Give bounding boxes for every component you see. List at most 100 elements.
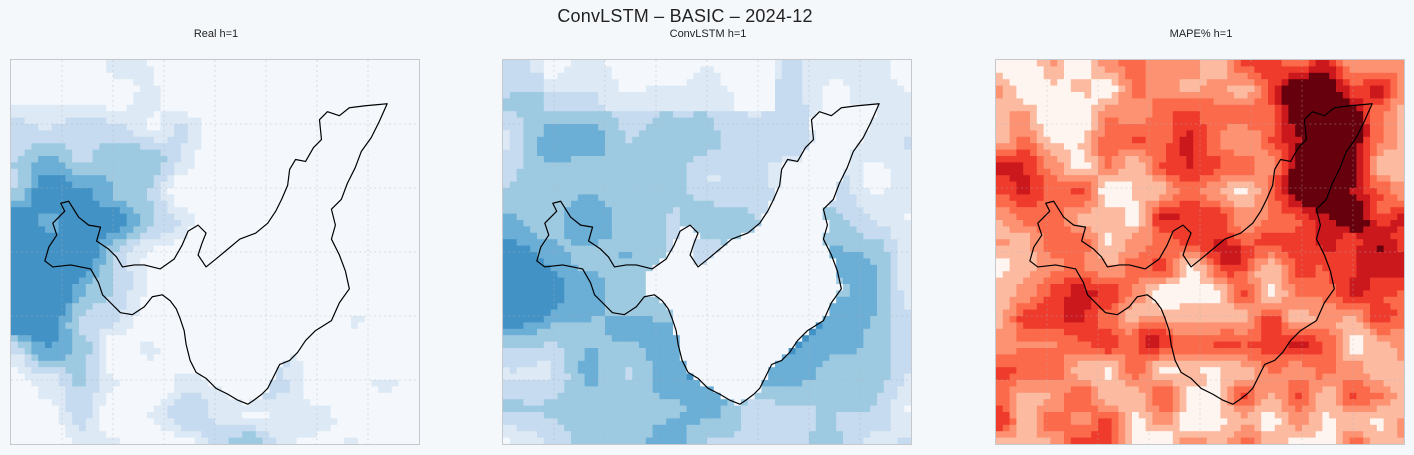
heatmap-cell	[99, 303, 107, 311]
heatmap-cell	[174, 431, 182, 439]
heatmap-cell	[113, 130, 121, 138]
heatmap-cell	[160, 341, 168, 349]
heatmap-cell	[330, 111, 338, 119]
heatmap-cell	[119, 348, 128, 355]
heatmap-cell	[242, 200, 250, 208]
heatmap-cell	[140, 258, 148, 266]
heatmap-cell	[897, 194, 905, 202]
heatmap-cell	[194, 380, 202, 387]
heatmap-cell	[351, 405, 359, 413]
heatmap-cell	[639, 200, 647, 208]
heatmap-cell	[672, 60, 681, 67]
heatmap-cell	[208, 149, 216, 157]
heatmap-cell	[645, 194, 654, 202]
heatmap-cell	[106, 85, 114, 93]
heatmap-cell	[282, 85, 291, 93]
heatmap-cell	[17, 322, 26, 330]
heatmap-cell	[883, 194, 892, 202]
heatmap-cell	[679, 130, 688, 138]
heatmap-cell	[843, 66, 851, 74]
heatmap-cell	[201, 399, 209, 407]
heatmap-cell	[543, 79, 552, 87]
heatmap-cell	[672, 117, 681, 125]
heatmap-cell	[357, 264, 366, 272]
heatmap-cell	[897, 175, 905, 183]
heatmap-cell	[713, 85, 722, 93]
heatmap-cell	[364, 188, 372, 195]
heatmap-cell	[255, 418, 264, 426]
heatmap-cell	[38, 348, 46, 355]
heatmap-cell	[85, 181, 94, 189]
heatmap-cell	[398, 79, 406, 87]
heatmap-cell	[870, 117, 878, 125]
heatmap-cell	[720, 194, 728, 202]
heatmap-cell	[337, 239, 345, 247]
heatmap-cell	[904, 104, 911, 112]
heatmap-cell	[38, 98, 46, 106]
heatmap-cell	[693, 181, 701, 189]
heatmap-cell	[228, 239, 236, 247]
heatmap-cell	[255, 437, 264, 444]
heatmap-cell	[809, 156, 817, 163]
heatmap-cell	[289, 79, 298, 87]
heatmap-cell	[577, 85, 586, 93]
heatmap-cell	[174, 207, 182, 215]
heatmap-cell	[398, 271, 406, 279]
heatmap-cell	[713, 98, 722, 106]
heatmap-cell	[774, 130, 783, 138]
heatmap-cell	[303, 431, 311, 439]
heatmap-cell	[221, 72, 230, 80]
heatmap-cell	[78, 123, 87, 131]
heatmap-cell	[72, 232, 80, 240]
heatmap-cell	[201, 162, 209, 170]
heatmap-cell	[591, 136, 599, 144]
heatmap-cell	[503, 66, 511, 74]
heatmap-cell	[323, 72, 332, 80]
heatmap-cell	[242, 239, 250, 247]
heatmap-cell	[106, 226, 114, 234]
heatmap-cell	[58, 252, 66, 259]
heatmap-cell	[686, 60, 694, 67]
heatmap-cell	[262, 188, 270, 195]
heatmap-cell	[357, 85, 366, 93]
heatmap-cell	[357, 405, 366, 413]
heatmap-cell	[412, 245, 419, 253]
heatmap-cell	[113, 72, 121, 80]
heatmap-cell	[897, 66, 905, 74]
heatmap-cell	[652, 181, 660, 189]
heatmap-cell	[113, 411, 121, 419]
heatmap-cell	[815, 60, 824, 67]
heatmap-cell	[384, 245, 393, 253]
heatmap-cell	[194, 149, 202, 157]
heatmap-cell	[720, 92, 728, 99]
heatmap-cell	[516, 60, 524, 67]
heatmap-cell	[58, 284, 66, 291]
heatmap-cell	[727, 162, 735, 170]
heatmap-cell	[391, 188, 400, 195]
heatmap-cell	[754, 168, 762, 176]
heatmap-cell	[605, 162, 613, 170]
heatmap-cell	[133, 168, 141, 176]
heatmap-cell	[126, 156, 134, 163]
heatmap-cell	[160, 213, 168, 221]
heatmap-cell	[344, 79, 352, 87]
heatmap-cell	[140, 367, 148, 375]
heatmap-cell	[92, 424, 100, 432]
heatmap-cell	[11, 226, 19, 234]
heatmap-cell	[904, 79, 911, 87]
heatmap-cell	[679, 104, 688, 112]
heatmap-cell	[133, 66, 141, 74]
heatmap-cell	[371, 239, 379, 247]
heatmap-cell	[344, 348, 352, 355]
heatmap-cell	[330, 162, 338, 170]
heatmap-cell	[276, 175, 284, 183]
heatmap-cell	[235, 149, 243, 157]
heatmap-cell	[140, 328, 148, 336]
heatmap-cell	[364, 219, 372, 227]
heatmap-cell	[384, 335, 393, 343]
heatmap-cell	[58, 348, 66, 355]
heatmap-cell	[208, 309, 216, 317]
heatmap-cell	[276, 104, 284, 112]
heatmap-cell	[296, 181, 304, 189]
heatmap-cell	[344, 290, 352, 298]
